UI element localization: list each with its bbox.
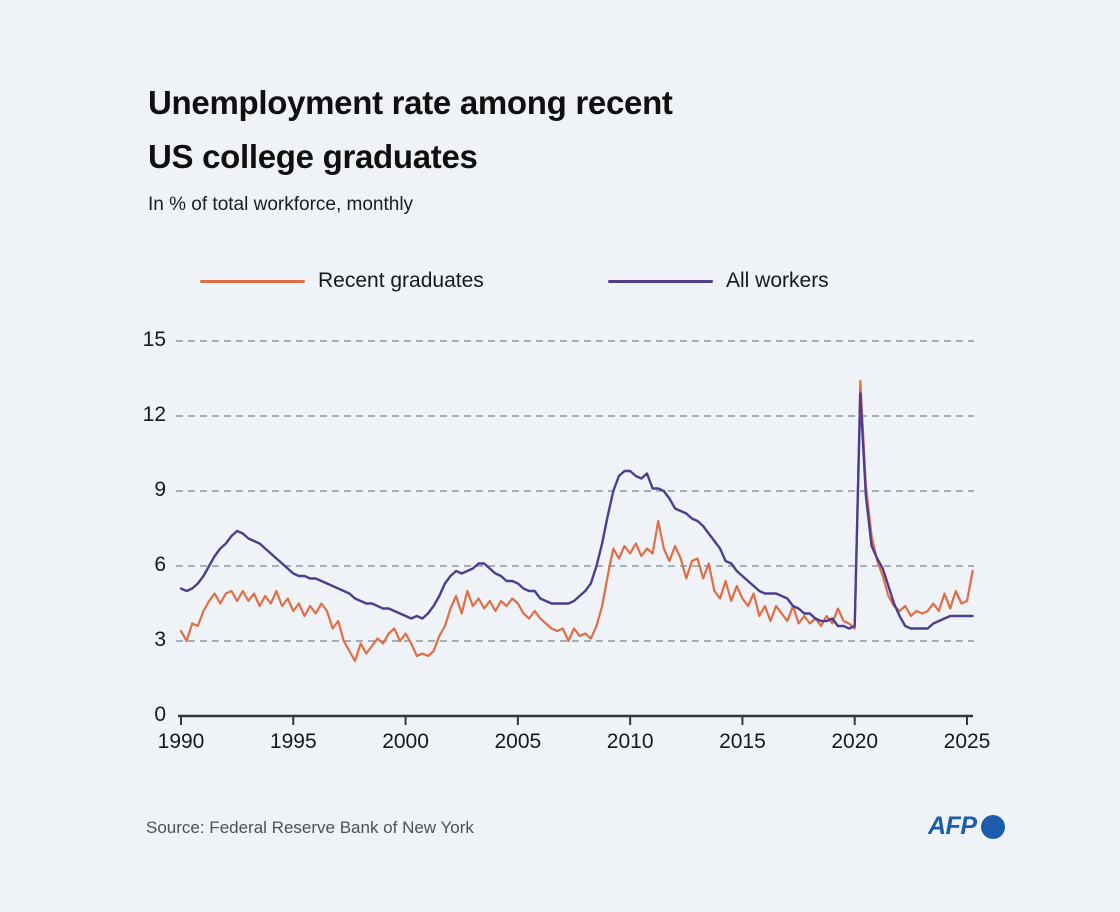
chart-title: Unemployment rate among recent US college… [148,76,673,184]
legend-swatch-all-workers [608,279,713,283]
legend-label-recent-graduates: Recent graduates [318,269,484,292]
chart-title-line-1: Unemployment rate among recent [148,84,673,121]
legend-item-all-workers: All workers [608,266,829,296]
legend-swatch-recent-graduates [200,279,305,283]
afp-logo: AFP [928,812,1005,841]
legend-label-all-workers: All workers [726,269,829,292]
chart-subtitle: In % of total workforce, monthly [148,194,414,215]
recent-graduates-line [179,379,974,663]
afp-logo-text: AFP [928,812,977,840]
source-text: Source: Federal Reserve Bank of New York [146,818,474,837]
afp-logo-circle [980,814,1005,839]
all-workers-line [179,392,974,630]
legend-item-recent-graduates: Recent graduates [200,266,484,296]
chart-title-line-2: US college graduates [148,138,478,175]
